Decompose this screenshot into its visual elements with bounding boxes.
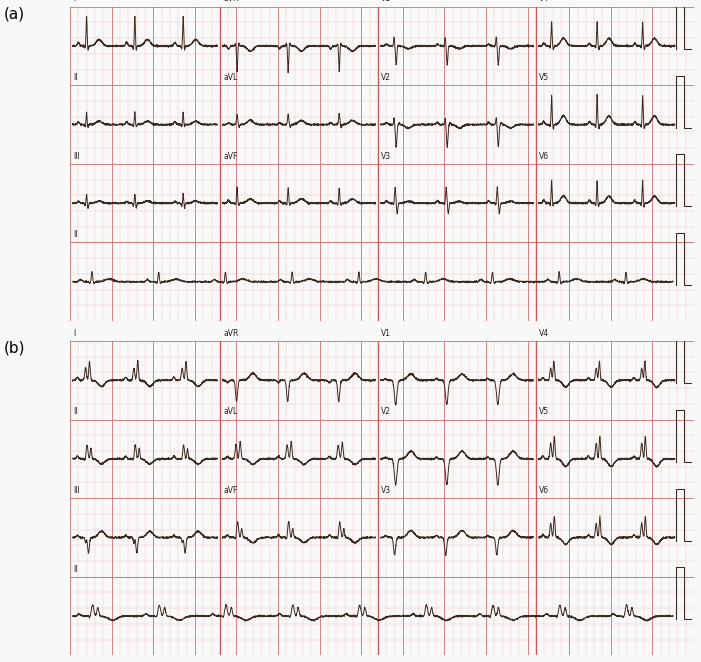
Text: II: II [74,565,78,573]
Text: III: III [74,152,80,161]
Text: II: II [74,73,78,82]
Text: V5: V5 [539,407,550,416]
Text: II: II [74,407,78,416]
Text: V6: V6 [539,486,550,495]
Text: V2: V2 [381,407,391,416]
Text: aVL: aVL [223,407,238,416]
Text: II: II [74,230,78,239]
Text: aVF: aVF [223,152,238,161]
Text: (b): (b) [4,341,25,356]
Text: V3: V3 [381,152,391,161]
Text: V1: V1 [381,329,391,338]
Text: aVL: aVL [223,73,238,82]
Text: I: I [74,0,76,3]
Text: V3: V3 [381,486,391,495]
Text: aVF: aVF [223,486,238,495]
Text: V2: V2 [381,73,391,82]
Text: V5: V5 [539,73,550,82]
Text: I: I [74,329,76,338]
Text: V6: V6 [539,152,550,161]
Text: V4: V4 [539,329,550,338]
Text: (a): (a) [4,7,25,22]
Text: III: III [74,486,80,495]
Text: V4: V4 [539,0,550,3]
Text: aVR: aVR [223,0,238,3]
Text: aVR: aVR [223,329,238,338]
Text: V1: V1 [381,0,391,3]
